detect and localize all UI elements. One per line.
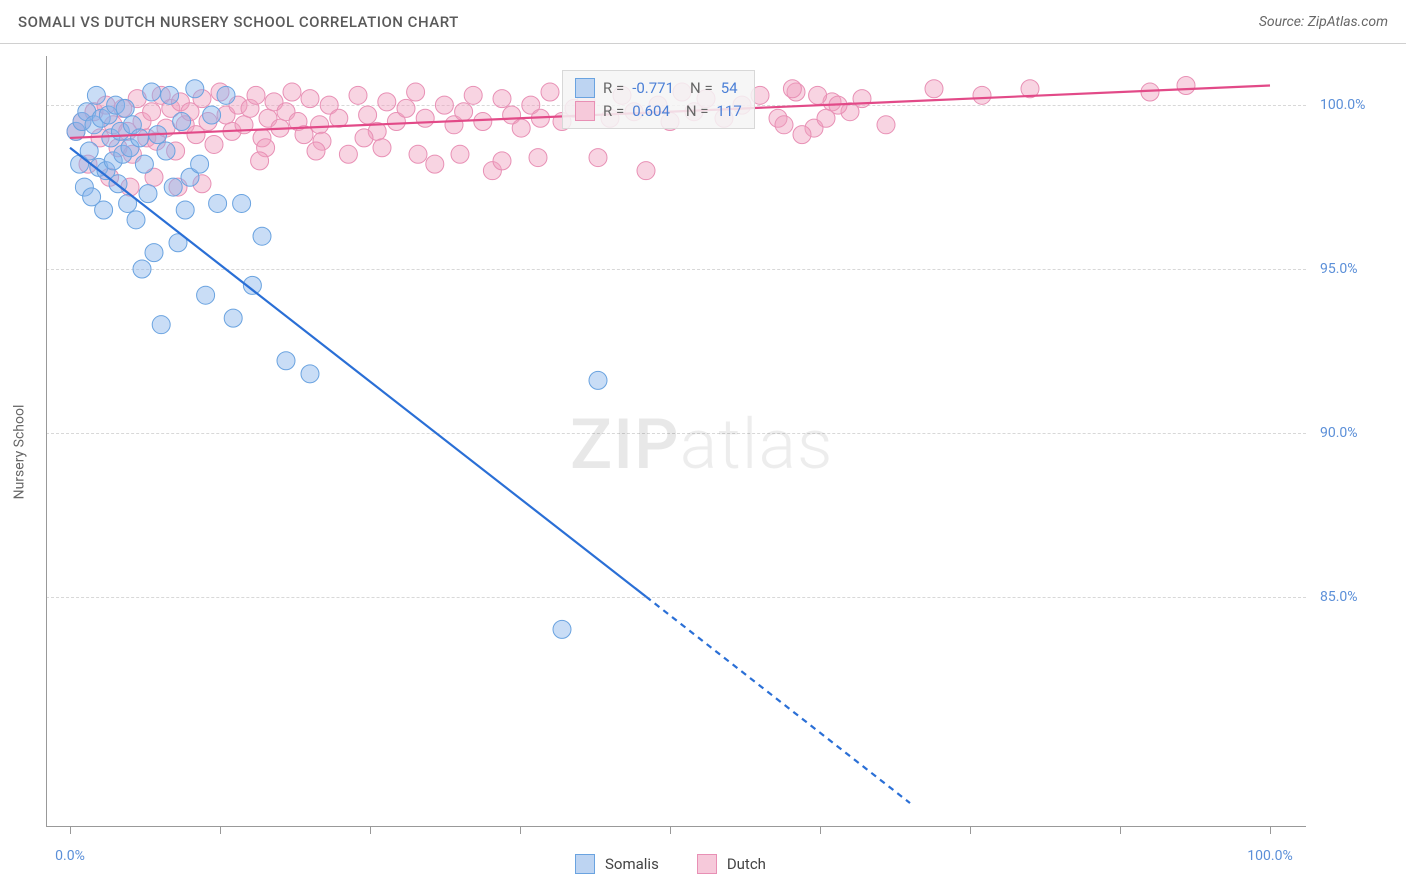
- data-point: [925, 80, 943, 98]
- r-value-somalis: -0.771: [632, 77, 674, 100]
- data-point: [853, 90, 871, 108]
- data-point: [349, 86, 367, 104]
- data-point: [209, 194, 227, 212]
- trend-line: [646, 597, 910, 803]
- data-point: [589, 149, 607, 167]
- r-label: R =: [603, 77, 624, 100]
- legend-swatch-dutch: [697, 854, 717, 874]
- data-point: [464, 86, 482, 104]
- data-point: [407, 83, 425, 101]
- data-point: [233, 194, 251, 212]
- data-point: [355, 129, 373, 147]
- data-point: [203, 106, 221, 124]
- data-point: [116, 99, 134, 117]
- data-point: [253, 227, 271, 245]
- data-point: [378, 93, 396, 111]
- data-point: [1177, 76, 1195, 94]
- data-point: [143, 103, 161, 121]
- data-point: [589, 371, 607, 389]
- data-point: [283, 83, 301, 101]
- data-point: [474, 113, 492, 131]
- data-point: [87, 86, 105, 104]
- data-point: [311, 116, 329, 134]
- data-point: [529, 149, 547, 167]
- legend-label-dutch: Dutch: [727, 855, 766, 873]
- data-point: [139, 185, 157, 203]
- data-point: [426, 155, 444, 173]
- legend-swatch-somalis: [575, 854, 595, 874]
- data-point: [135, 155, 153, 173]
- r-label: R =: [603, 100, 624, 123]
- data-point: [176, 201, 194, 219]
- bottom-legend: Somalis Dutch: [575, 854, 766, 874]
- data-point: [512, 119, 530, 137]
- data-point: [373, 139, 391, 157]
- data-point: [793, 126, 811, 144]
- data-point: [775, 116, 793, 134]
- n-value-dutch: 117: [717, 100, 742, 123]
- n-label: N =: [686, 100, 709, 123]
- data-point: [541, 83, 559, 101]
- data-point: [783, 80, 801, 98]
- stats-row-dutch: R = 0.604 N = 117: [575, 100, 742, 123]
- data-point: [127, 211, 145, 229]
- r-value-dutch: 0.604: [632, 100, 670, 123]
- data-point: [224, 309, 242, 327]
- stats-legend: R = -0.771 N = 54 R = 0.604 N = 117: [562, 70, 755, 129]
- data-point: [493, 152, 511, 170]
- data-point: [397, 99, 415, 117]
- stats-row-somalis: R = -0.771 N = 54: [575, 77, 742, 100]
- data-point: [191, 155, 209, 173]
- data-point: [330, 109, 348, 127]
- n-label: N =: [690, 77, 713, 100]
- data-point: [186, 80, 204, 98]
- data-point: [301, 90, 319, 108]
- swatch-somalis: [575, 78, 595, 98]
- data-point: [131, 129, 149, 147]
- data-point: [143, 83, 161, 101]
- data-point: [409, 145, 427, 163]
- data-point: [493, 90, 511, 108]
- data-point: [435, 96, 453, 114]
- data-point: [307, 142, 325, 160]
- data-point: [164, 178, 182, 196]
- data-point: [247, 86, 265, 104]
- data-point: [197, 286, 215, 304]
- data-point: [152, 316, 170, 334]
- scatter-plot: [0, 44, 1366, 836]
- data-point: [217, 86, 235, 104]
- source-label: Source: ZipAtlas.com: [1259, 14, 1388, 30]
- data-point: [301, 365, 319, 383]
- data-point: [145, 244, 163, 262]
- x-tick-left: 0.0%: [55, 848, 85, 864]
- x-tick-right: 100.0%: [1247, 848, 1292, 864]
- data-point: [553, 620, 571, 638]
- swatch-dutch: [575, 101, 595, 121]
- data-point: [95, 201, 113, 219]
- data-point: [339, 145, 357, 163]
- data-point: [157, 142, 175, 160]
- chart-title: SOMALI VS DUTCH NURSERY SCHOOL CORRELATI…: [18, 13, 459, 31]
- legend-label-somalis: Somalis: [605, 855, 659, 873]
- n-value-somalis: 54: [721, 77, 738, 100]
- data-point: [205, 135, 223, 153]
- data-point: [359, 106, 377, 124]
- data-point: [877, 116, 895, 134]
- data-point: [809, 86, 827, 104]
- data-point: [973, 86, 991, 104]
- data-point: [277, 352, 295, 370]
- data-point: [133, 260, 151, 278]
- trend-line: [70, 148, 646, 597]
- data-point: [455, 103, 473, 121]
- data-point: [416, 109, 434, 127]
- data-point: [161, 86, 179, 104]
- data-point: [637, 162, 655, 180]
- data-point: [173, 113, 191, 131]
- chart-header: SOMALI VS DUTCH NURSERY SCHOOL CORRELATI…: [0, 0, 1406, 44]
- data-point: [251, 152, 269, 170]
- chart-area: Nursery School 100.0%95.0%90.0%85.0% ZIP…: [0, 44, 1406, 892]
- data-point: [451, 145, 469, 163]
